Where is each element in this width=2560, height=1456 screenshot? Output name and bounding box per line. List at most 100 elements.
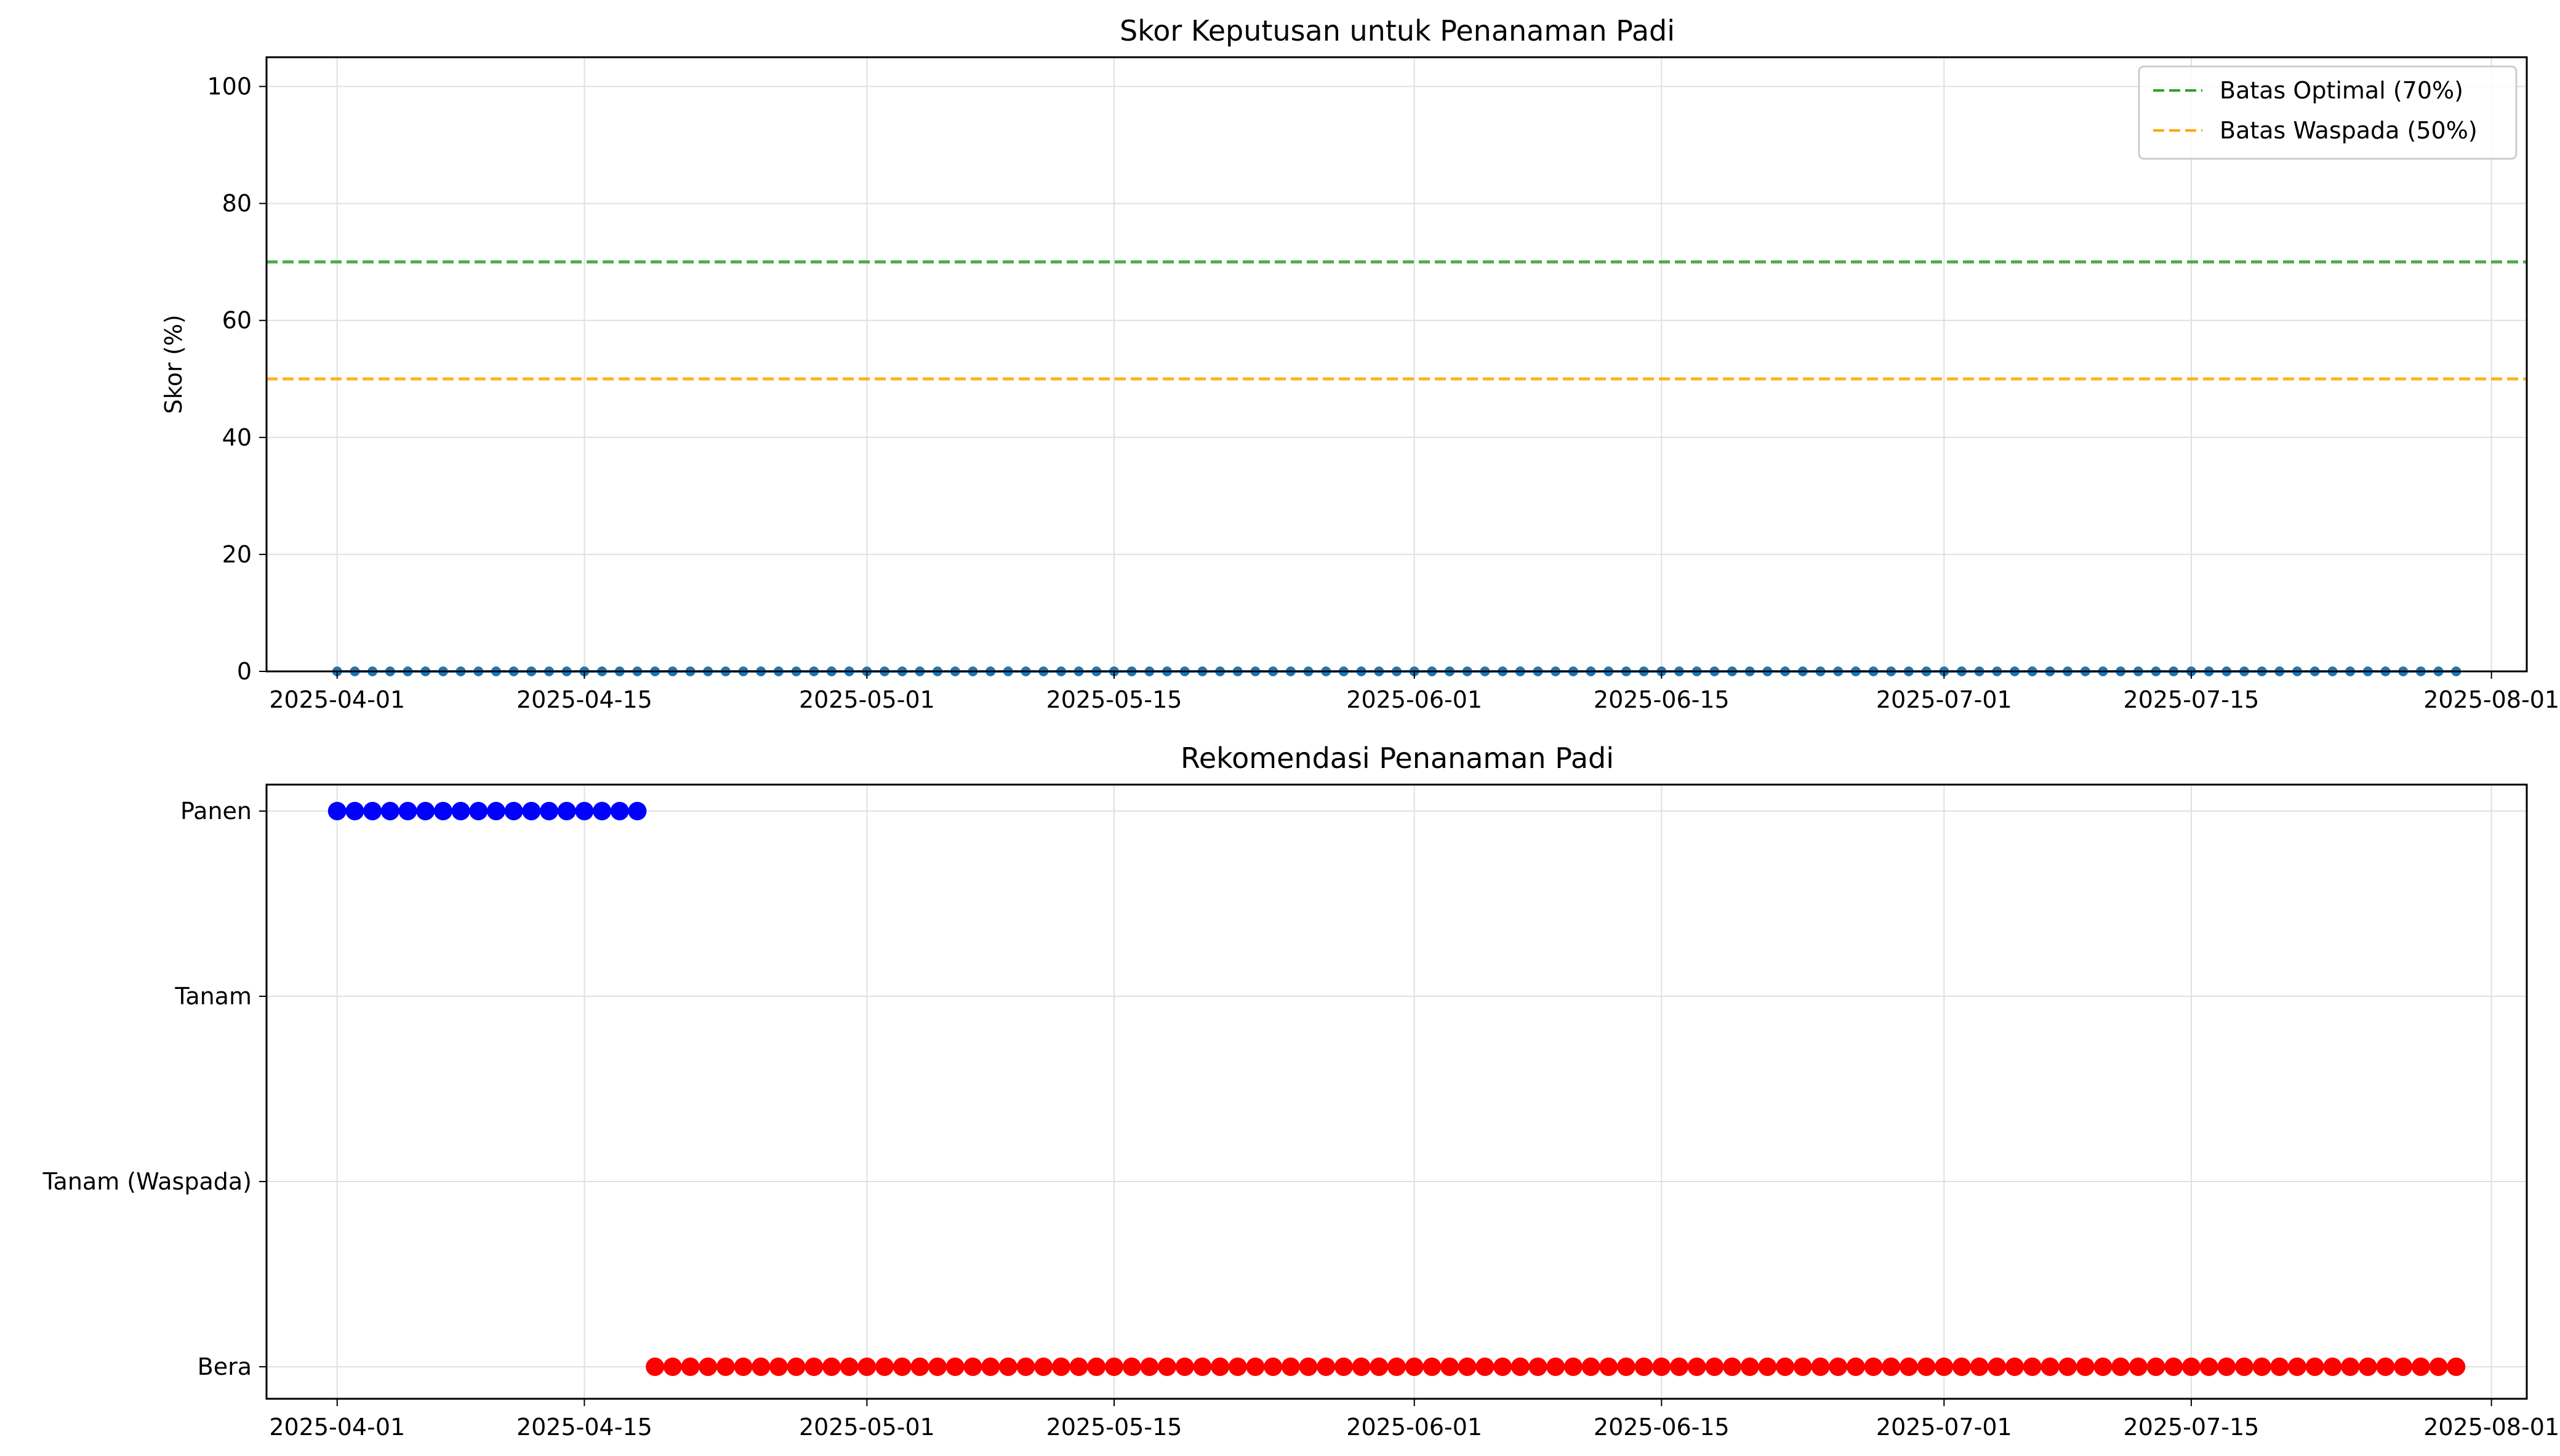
recommendation-point-bera — [1952, 1358, 1971, 1376]
recommendation-point-bera — [2323, 1358, 2342, 1376]
x-tick-label: 2025-04-15 — [516, 686, 652, 713]
recommendation-point-bera — [1299, 1358, 1318, 1376]
x-tick-label: 2025-05-15 — [1046, 686, 1182, 713]
recommendation-point-bera — [2040, 1358, 2060, 1376]
recommendation-point-bera — [893, 1358, 912, 1376]
score-chart-title: Skor Keputusan untuk Penanaman Padi — [1120, 14, 1675, 47]
recommendation-point-bera — [1723, 1358, 1742, 1376]
recommendation-point-bera — [1563, 1358, 1583, 1376]
recommendation-point-panen — [504, 802, 523, 820]
recommendation-point-bera — [1317, 1358, 1336, 1376]
recommendation-point-panen — [380, 802, 399, 820]
recommendation-point-bera — [1793, 1358, 1812, 1376]
recommendation-point-bera — [2093, 1358, 2113, 1376]
recommendation-point-bera — [2447, 1358, 2466, 1376]
recommendation-point-bera — [1917, 1358, 1936, 1376]
y-tick-label: 60 — [222, 307, 252, 334]
x-tick-label: 2025-06-01 — [1346, 686, 1482, 713]
recommendation-point-panen — [593, 802, 612, 820]
recommendation-point-bera — [1051, 1358, 1070, 1376]
recommendation-point-bera — [1264, 1358, 1283, 1376]
x-tick-label: 2025-07-15 — [2124, 1414, 2260, 1441]
recommendation-point-bera — [1475, 1358, 1495, 1376]
recommendation-point-bera — [1616, 1358, 1635, 1376]
y-tick-label: 20 — [222, 541, 252, 568]
recommendation-point-bera — [875, 1358, 894, 1376]
recommendation-point-bera — [2005, 1358, 2024, 1376]
recommendation-point-bera — [1935, 1358, 1954, 1376]
recommendation-point-bera — [1122, 1358, 1141, 1376]
category-label-panen: Panen — [180, 798, 252, 825]
recommendation-point-bera — [2146, 1358, 2165, 1376]
x-tick-label: 2025-08-01 — [2423, 1414, 2559, 1441]
recommendation-point-bera — [2235, 1358, 2253, 1376]
x-tick-label: 2025-06-15 — [1594, 1414, 1730, 1441]
x-tick-label: 2025-08-01 — [2423, 686, 2559, 713]
recommendation-point-panen — [610, 802, 629, 820]
recommendation-point-bera — [2358, 1358, 2377, 1376]
legend-label-optimal: Batas Optimal (70%) — [2220, 77, 2463, 104]
recommendation-point-bera — [822, 1358, 841, 1376]
recommendation-point-bera — [1158, 1358, 1177, 1376]
recommendation-point-bera — [1281, 1358, 1300, 1376]
recommendation-point-bera — [2252, 1358, 2271, 1376]
recommendation-point-panen — [575, 802, 594, 820]
category-label-tanam: Tanam — [174, 983, 252, 1010]
recommendation-point-bera — [1228, 1358, 1247, 1376]
score-chart: Skor Keputusan untuk Penanaman Padi 2025… — [160, 14, 2559, 713]
recommendation-point-bera — [2341, 1358, 2360, 1376]
recommendation-point-bera — [1422, 1358, 1442, 1376]
x-tick-label: 2025-07-01 — [1876, 1414, 2012, 1441]
legend-label-waspada: Batas Waspada (50%) — [2220, 117, 2478, 144]
recommendation-chart-series — [327, 802, 2466, 1376]
recommendation-point-bera — [1811, 1358, 1830, 1376]
recommendation-point-bera — [1211, 1358, 1230, 1376]
recommendation-point-panen — [345, 802, 364, 820]
legend-box — [2138, 65, 2518, 160]
recommendation-point-bera — [963, 1358, 982, 1376]
category-label-bera: Bera — [198, 1353, 252, 1380]
recommendation-point-bera — [1370, 1358, 1389, 1376]
y-tick-label: 0 — [237, 658, 252, 685]
recommendation-point-bera — [2270, 1358, 2289, 1376]
recommendation-point-panen — [363, 802, 382, 820]
recommendation-point-bera — [857, 1358, 877, 1376]
recommendation-point-bera — [1776, 1358, 1795, 1376]
recommendation-point-bera — [1016, 1358, 1035, 1376]
recommendation-point-bera — [1387, 1358, 1406, 1376]
recommendation-chart: Rekomendasi Penanaman Padi 2025-04-01 202… — [42, 742, 2559, 1441]
recommendation-point-bera — [2076, 1358, 2095, 1376]
score-chart-legend: Batas Optimal (70%) Batas Waspada (50%) — [2138, 65, 2518, 160]
x-tick-label: 2025-07-01 — [1876, 686, 2012, 713]
recommendation-point-bera — [1511, 1358, 1530, 1376]
recommendation-point-bera — [928, 1358, 947, 1376]
recommendation-point-bera — [1546, 1358, 1565, 1376]
recommendation-point-bera — [769, 1358, 788, 1376]
recommendation-point-bera — [1670, 1358, 1688, 1376]
recommendation-point-bera — [1246, 1358, 1265, 1376]
recommendation-point-bera — [1970, 1358, 1989, 1376]
recommendation-point-panen — [628, 802, 647, 820]
recommendation-point-bera — [2111, 1358, 2130, 1376]
category-label-tanam-waspada: Tanam (Waspada) — [42, 1168, 252, 1195]
y-tick-label: 100 — [207, 73, 252, 100]
recommendation-point-bera — [2181, 1358, 2201, 1376]
recommendation-point-bera — [646, 1358, 665, 1376]
x-tick-label: 2025-06-15 — [1594, 686, 1730, 713]
recommendation-point-bera — [663, 1358, 682, 1376]
recommendation-point-bera — [1758, 1358, 1777, 1376]
recommendation-point-bera — [840, 1358, 859, 1376]
score-chart-y-ticks: 0 20 40 60 80 100 — [207, 73, 267, 685]
x-tick-label: 2025-07-15 — [2124, 686, 2260, 713]
recommendation-point-bera — [699, 1358, 718, 1376]
y-tick-label: 40 — [222, 424, 252, 451]
recommendation-point-bera — [1988, 1358, 2007, 1376]
recommendation-chart-y-ticks: Panen Tanam Tanam (Waspada) Bera — [42, 798, 267, 1380]
recommendation-point-bera — [981, 1358, 1000, 1376]
recommendation-point-bera — [1705, 1358, 1724, 1376]
recommendation-chart-x-ticks: 2025-04-01 2025-04-15 2025-05-01 2025-05-15… — [269, 1399, 2559, 1441]
recommendation-point-bera — [2411, 1358, 2430, 1376]
recommendation-point-bera — [2376, 1358, 2395, 1376]
